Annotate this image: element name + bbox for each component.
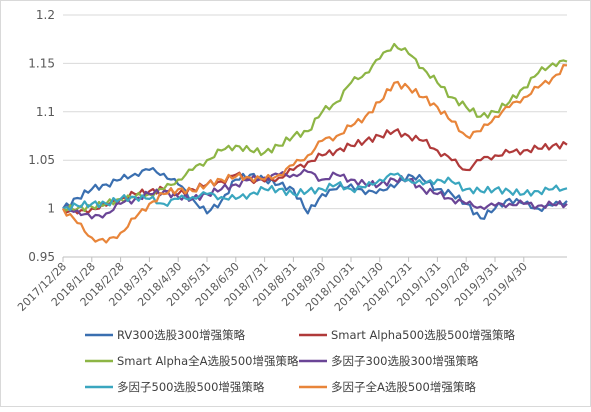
legend-label: 多因子500选股500增强策略	[117, 380, 265, 394]
y-tick-label: 1.2	[36, 8, 55, 22]
series-line-5	[62, 63, 568, 244]
legend-label: Smart Alpha全A选股500增强策略	[117, 354, 299, 368]
y-tick-label: 1.1	[36, 105, 55, 119]
y-tick-label: 1.15	[28, 56, 55, 70]
series-lines	[62, 42, 568, 244]
legend-label: Smart Alpha500选股500增强策略	[331, 328, 516, 342]
series-line-3	[62, 168, 568, 220]
series-line-0	[62, 167, 568, 220]
gridlines	[63, 14, 567, 258]
x-axis-tick-labels: 2017/12/282018/1/282018/2/282018/3/31201…	[15, 260, 530, 314]
legend-label: 多因子300选股300增强策略	[331, 354, 479, 368]
y-tick-label: 0.95	[28, 250, 55, 264]
series-line-2	[62, 42, 568, 213]
y-tick-label: 1	[47, 202, 55, 216]
y-axis-tick-labels: 0.95 1 1.05 1.1 1.15 1.2	[28, 8, 55, 264]
legend-label: 多因子全A选股500增强策略	[331, 380, 476, 394]
legend: RV300选股300增强策略 Smart Alpha500选股500增强策略 Sma…	[85, 328, 516, 394]
y-tick-label: 1.05	[28, 153, 55, 167]
axes	[62, 256, 567, 262]
series-line-4	[62, 172, 568, 212]
legend-label: RV300选股300增强策略	[117, 328, 246, 342]
